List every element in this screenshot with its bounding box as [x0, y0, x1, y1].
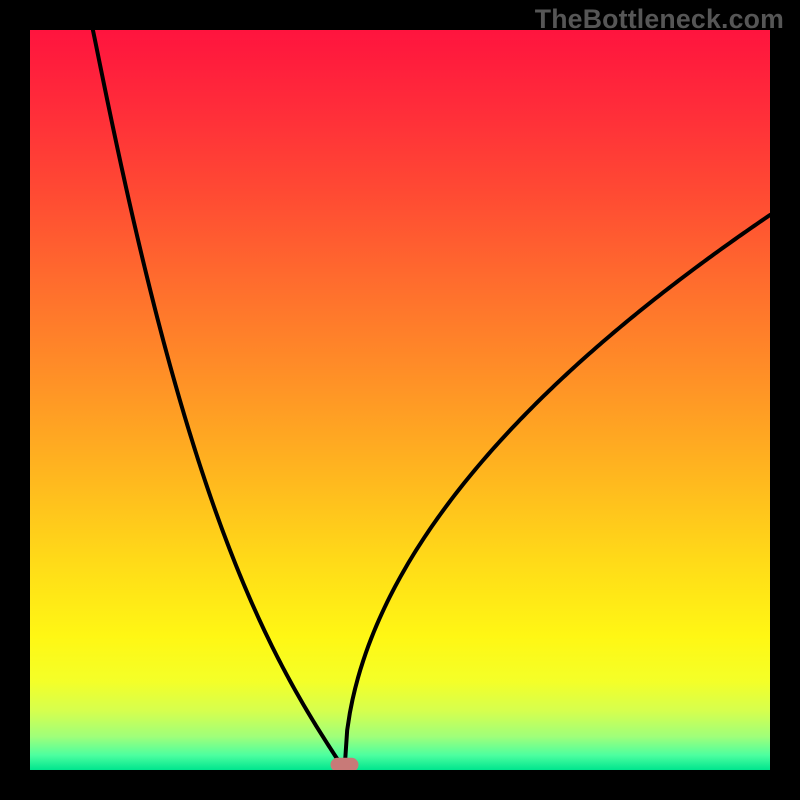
chart-container: TheBottleneck.com — [0, 0, 800, 800]
gradient-background — [30, 30, 770, 770]
plot-area — [30, 30, 770, 770]
min-marker — [331, 758, 359, 770]
plot-svg — [30, 30, 770, 770]
